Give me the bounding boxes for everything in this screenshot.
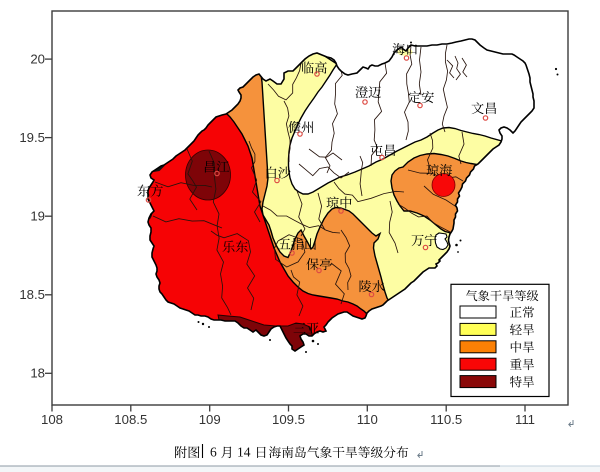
svg-text:110.5: 110.5: [430, 412, 462, 427]
svg-text:19: 19: [30, 209, 45, 224]
svg-text:6: 6: [210, 445, 217, 460]
svg-text:109.5: 109.5: [272, 412, 305, 427]
svg-text:20: 20: [30, 52, 45, 67]
svg-text:18: 18: [30, 366, 45, 381]
svg-text:110: 110: [357, 412, 378, 427]
svg-text:14: 14: [237, 445, 251, 460]
svg-text:18.5: 18.5: [19, 287, 45, 302]
svg-text:19.5: 19.5: [19, 130, 45, 145]
svg-text:109: 109: [199, 412, 221, 427]
svg-text:108.5: 108.5: [114, 412, 147, 427]
svg-text:111: 111: [515, 412, 535, 427]
svg-text:108: 108: [41, 412, 63, 427]
